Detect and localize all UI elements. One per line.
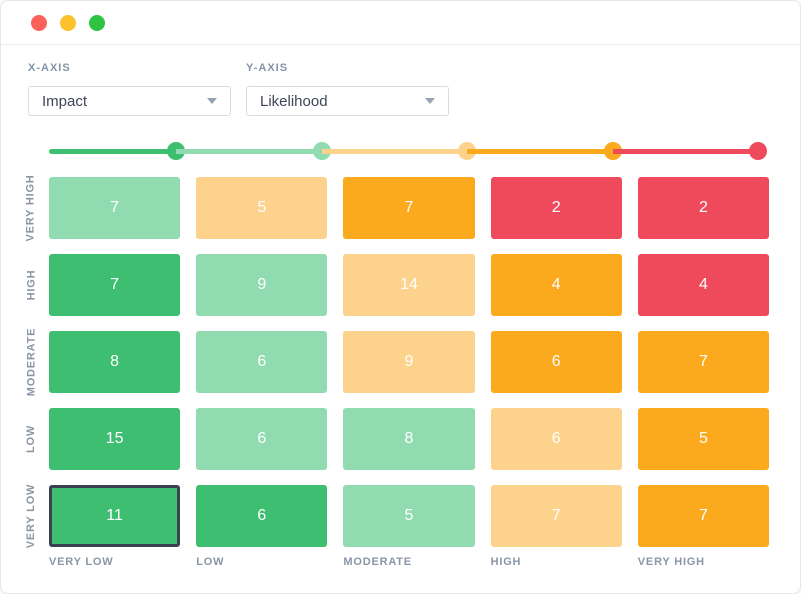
chevron-down-icon bbox=[425, 98, 435, 104]
slider-track-segment-high bbox=[467, 149, 613, 154]
matrix-cell[interactable]: 2 bbox=[637, 177, 769, 239]
matrix-cell[interactable]: 8 bbox=[343, 408, 475, 470]
slider-track-segment-low bbox=[176, 149, 322, 154]
matrix-cell-selected[interactable]: 11 bbox=[49, 485, 181, 547]
matrix-row-labels: VERY HIGH HIGH MODERATE LOW VERY LOW bbox=[15, 174, 47, 549]
row-label: VERY LOW bbox=[25, 483, 37, 549]
matrix-cell[interactable]: 4 bbox=[637, 254, 769, 316]
matrix-column-labels: VERY LOW LOW MODERATE HIGH VERY HIGH bbox=[49, 556, 769, 572]
x-axis-dropdown[interactable]: Impact bbox=[28, 86, 231, 116]
matrix-cell[interactable]: 15 bbox=[49, 408, 181, 470]
close-button[interactable] bbox=[31, 14, 47, 31]
matrix-cell[interactable]: 7 bbox=[49, 254, 181, 316]
matrix-cell[interactable]: 7 bbox=[49, 177, 181, 239]
y-axis-label: Y-AXIS bbox=[246, 62, 289, 74]
slider-handle-very-high[interactable] bbox=[749, 142, 767, 160]
matrix-cell[interactable]: 2 bbox=[490, 177, 622, 239]
risk-matrix-grid: 7 5 7 2 2 7 9 14 4 4 8 6 9 6 7 15 6 8 6 5 11 6 5 7 7 bbox=[49, 177, 769, 547]
x-axis-selected-value: Impact bbox=[42, 92, 88, 110]
slider-track-segment-very-high bbox=[612, 149, 758, 154]
x-axis-label: X-AXIS bbox=[28, 62, 71, 74]
y-axis-dropdown[interactable]: Likelihood bbox=[246, 86, 449, 116]
slider-track-segment-very-low bbox=[49, 149, 176, 154]
matrix-cell[interactable]: 5 bbox=[637, 408, 769, 470]
x-axis-group: X-AXIS Impact bbox=[28, 62, 231, 116]
row-label: MODERATE bbox=[25, 327, 37, 397]
column-label: MODERATE bbox=[343, 556, 412, 568]
axis-controls: X-AXIS Impact Y-AXIS Likelihood bbox=[28, 62, 449, 116]
slider-track-segment-moderate bbox=[321, 149, 467, 154]
y-axis-selected-value: Likelihood bbox=[260, 92, 328, 110]
matrix-cell[interactable]: 6 bbox=[490, 331, 622, 393]
row-label: HIGH bbox=[24, 269, 37, 301]
matrix-cell[interactable]: 4 bbox=[490, 254, 622, 316]
matrix-cell[interactable]: 6 bbox=[196, 485, 328, 547]
y-axis-group: Y-AXIS Likelihood bbox=[246, 62, 449, 116]
matrix-cell[interactable]: 14 bbox=[343, 254, 475, 316]
matrix-cell[interactable]: 8 bbox=[49, 331, 181, 393]
row-label: LOW bbox=[25, 424, 37, 454]
matrix-cell[interactable]: 7 bbox=[490, 485, 622, 547]
column-label: LOW bbox=[196, 556, 225, 568]
matrix-cell[interactable]: 7 bbox=[637, 331, 769, 393]
matrix-cell[interactable]: 6 bbox=[196, 331, 328, 393]
minimize-button[interactable] bbox=[60, 14, 76, 31]
row-label: VERY HIGH bbox=[25, 174, 38, 242]
matrix-cell[interactable]: 5 bbox=[196, 177, 328, 239]
matrix-cell[interactable]: 9 bbox=[196, 254, 328, 316]
column-label: VERY LOW bbox=[49, 556, 114, 568]
matrix-cell[interactable]: 7 bbox=[343, 177, 475, 239]
matrix-cell[interactable]: 6 bbox=[490, 408, 622, 470]
chevron-down-icon bbox=[207, 98, 217, 104]
window-titlebar bbox=[1, 1, 800, 45]
zoom-button[interactable] bbox=[89, 14, 105, 31]
column-label: VERY HIGH bbox=[637, 556, 705, 568]
risk-level-slider[interactable] bbox=[1, 142, 800, 160]
matrix-cell[interactable]: 9 bbox=[343, 331, 475, 393]
column-label: HIGH bbox=[490, 556, 522, 568]
matrix-cell[interactable]: 6 bbox=[196, 408, 328, 470]
matrix-cell[interactable]: 5 bbox=[343, 485, 475, 547]
matrix-cell[interactable]: 7 bbox=[637, 485, 769, 547]
